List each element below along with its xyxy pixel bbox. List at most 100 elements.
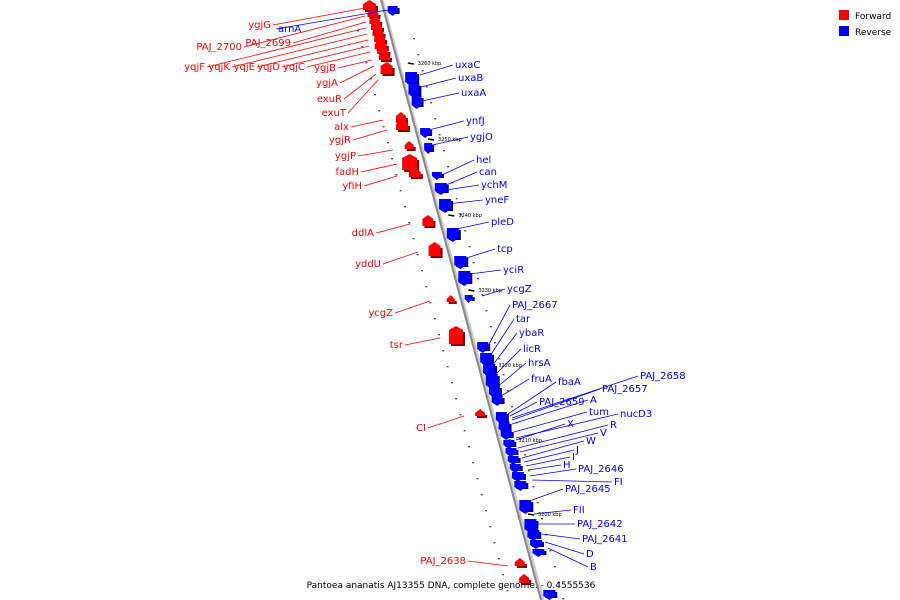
feature-tick bbox=[403, 206, 406, 208]
reverse_labels-label: ynfJ bbox=[466, 116, 485, 127]
leader-line bbox=[541, 533, 581, 540]
feature-tick bbox=[365, 62, 368, 64]
reverse-gene bbox=[532, 549, 547, 557]
scale-tick-label: 3230 kbp bbox=[478, 288, 502, 294]
reverse-gene bbox=[431, 172, 444, 180]
feature-tick bbox=[391, 158, 394, 160]
reverse_labels-label: I bbox=[572, 452, 575, 463]
leader-line bbox=[339, 65, 375, 84]
forward_labels-label: exuR bbox=[317, 94, 342, 105]
leader-line bbox=[424, 120, 465, 132]
leader-line bbox=[382, 251, 419, 265]
leader-line bbox=[343, 73, 377, 100]
reverse_labels-label: nucD3 bbox=[620, 409, 652, 420]
feature-tick bbox=[558, 582, 561, 584]
feature-tick bbox=[536, 502, 539, 504]
feature-tick bbox=[523, 454, 526, 456]
feature-tick bbox=[494, 342, 497, 344]
scale-tick-label: 3260 kbp bbox=[418, 61, 442, 67]
forward-gene bbox=[402, 154, 420, 172]
reverse_labels-label: A bbox=[590, 395, 597, 406]
leader-line bbox=[347, 79, 379, 114]
leader-line bbox=[511, 399, 589, 425]
leader-line bbox=[404, 337, 441, 346]
reverse_labels-label: V bbox=[600, 428, 607, 439]
scale-tick-label: 3220 kbp bbox=[498, 363, 522, 369]
reverse-gene bbox=[387, 6, 400, 16]
leader-line bbox=[420, 77, 457, 88]
forward_labels-label: ycgZ bbox=[368, 308, 393, 319]
reverse_labels-label: PAJ_2667 bbox=[512, 300, 558, 311]
leader-line bbox=[306, 51, 371, 68]
legend-forward-swatch bbox=[839, 10, 849, 20]
forward-gene bbox=[408, 168, 423, 179]
scale-tick bbox=[468, 289, 475, 292]
feature-tick bbox=[399, 190, 402, 192]
reverse_labels-label: PAJ_2645 bbox=[565, 484, 611, 495]
feature-tick bbox=[562, 598, 565, 600]
feature-tick bbox=[467, 446, 470, 448]
leader-line bbox=[427, 136, 469, 147]
reverse_labels-label: J bbox=[575, 445, 579, 456]
legend-forward-label: Forward bbox=[855, 12, 891, 22]
backbone-shadow bbox=[380, 0, 545, 600]
leader-line bbox=[529, 468, 577, 477]
feature-tick bbox=[447, 166, 450, 168]
feature-tick bbox=[497, 558, 500, 560]
feature-tick bbox=[455, 198, 458, 200]
forward_labels-label: yqjE bbox=[234, 62, 255, 73]
reverse_labels-label: PAJ_2641 bbox=[582, 534, 628, 545]
reverse_labels-label: ychM bbox=[481, 180, 507, 191]
reverse-gene bbox=[500, 430, 514, 440]
reverse-gene bbox=[505, 448, 519, 457]
leader-line bbox=[375, 223, 411, 234]
forward_labels-label: fadH bbox=[335, 167, 359, 178]
reverse-gene bbox=[464, 295, 475, 303]
feature-tick bbox=[374, 94, 377, 96]
reverse_labels-label: fruA bbox=[531, 374, 552, 385]
leader-line bbox=[443, 171, 478, 187]
reverse-gene bbox=[509, 464, 523, 473]
feature-tick bbox=[459, 414, 462, 416]
feature-tick bbox=[430, 102, 433, 104]
reverse-gene bbox=[503, 440, 517, 449]
feature-tick bbox=[421, 270, 423, 272]
reverse-gene bbox=[408, 84, 422, 98]
forward_labels-label: ygjR bbox=[329, 135, 351, 146]
legend-reverse-label: Reverse bbox=[855, 28, 892, 38]
leader-line bbox=[513, 411, 588, 433]
scale-tick bbox=[427, 138, 435, 141]
reverse-gene bbox=[446, 228, 461, 242]
feature-tick bbox=[506, 390, 509, 392]
leader-line bbox=[445, 184, 480, 191]
feature-tick bbox=[416, 254, 419, 256]
leader-line bbox=[544, 541, 585, 555]
leader-line bbox=[256, 39, 369, 68]
reverse-gene bbox=[543, 590, 558, 600]
forward_labels-label: yqjK bbox=[208, 62, 230, 73]
feature-tick bbox=[502, 574, 505, 576]
forward_labels-label: alx bbox=[334, 122, 349, 133]
reverse_labels-label: pleD bbox=[491, 217, 514, 228]
leader-line bbox=[515, 423, 566, 441]
reverse-gene bbox=[458, 271, 473, 286]
leader-line bbox=[419, 64, 454, 76]
scale-tick-label: 3200 kbp bbox=[538, 512, 562, 518]
leader-line bbox=[292, 21, 367, 44]
leader-line bbox=[481, 288, 506, 297]
reverse_labels-label: H bbox=[563, 460, 571, 471]
forward_labels-label: yqjD bbox=[257, 62, 280, 73]
leader-line bbox=[531, 479, 613, 483]
forward_labels-label: ygjP bbox=[335, 151, 356, 162]
reverse_labels-label: uxaB bbox=[458, 73, 483, 84]
reverse_labels-label: tum bbox=[589, 407, 609, 418]
reverse-gene bbox=[507, 456, 521, 465]
forward_labels-label: CI bbox=[416, 423, 426, 434]
leader-line bbox=[357, 149, 394, 157]
feature-tick bbox=[412, 238, 415, 240]
reverse-gene bbox=[424, 143, 435, 154]
leader-line bbox=[523, 449, 575, 463]
reverse-gene bbox=[477, 342, 491, 353]
feature-tick bbox=[386, 142, 389, 144]
